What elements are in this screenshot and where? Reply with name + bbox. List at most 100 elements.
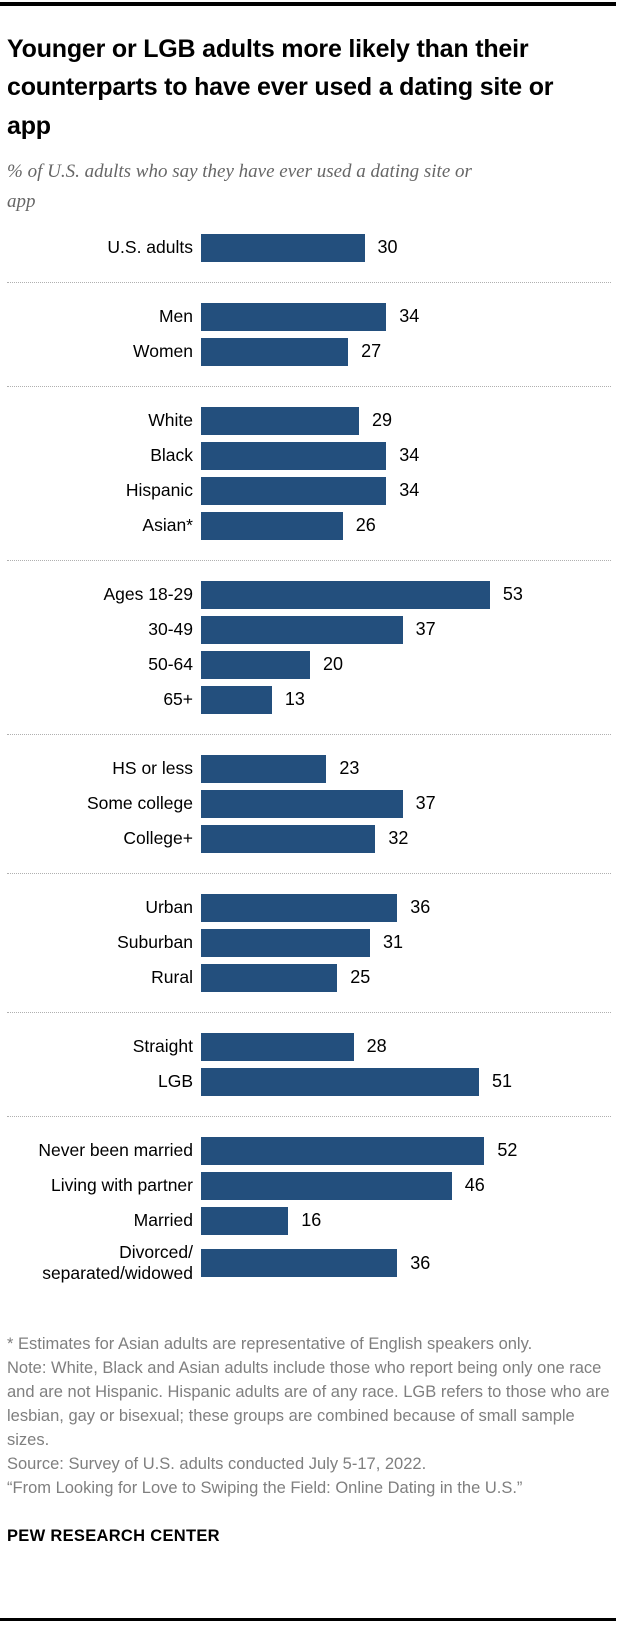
bar-row: Black 34 xyxy=(7,441,611,470)
bar xyxy=(201,337,349,366)
bar-track: 29 xyxy=(201,406,611,435)
bar-value-label: 53 xyxy=(502,584,523,605)
bar-category-label: College+ xyxy=(123,827,193,848)
bar-value-label: 46 xyxy=(464,1175,485,1196)
chart-section: Men 34 Women 27 xyxy=(7,281,611,386)
bar-row: Never been married 52 xyxy=(7,1136,611,1165)
bar-row: 50-64 20 xyxy=(7,650,611,679)
bar-row: White 29 xyxy=(7,406,611,435)
footnote-note: Note: White, Black and Asian adults incl… xyxy=(7,1359,610,1449)
bar-value-label: 34 xyxy=(399,445,420,466)
bar-row: 30-49 37 xyxy=(7,615,611,644)
bar-row: U.S. adults 30 xyxy=(7,233,611,262)
bottom-rule xyxy=(0,1618,616,1621)
bar-value-label: 30 xyxy=(377,237,398,258)
bar-value-label: 37 xyxy=(415,619,436,640)
bar-track: 46 xyxy=(201,1171,611,1200)
bar-value-label: 37 xyxy=(415,793,436,814)
chart-section: U.S. adults 30 xyxy=(7,233,611,282)
bar-category-label: Never been married xyxy=(38,1139,193,1160)
bar-track: 31 xyxy=(201,928,611,957)
bar-value-label: 28 xyxy=(366,1036,387,1057)
bar-category-label: Urban xyxy=(145,896,193,917)
bar-row: 65+ 13 xyxy=(7,685,611,714)
bar-value-label: 23 xyxy=(339,758,360,779)
bar xyxy=(201,441,387,470)
bar-category-label: U.S. adults xyxy=(107,236,193,257)
chart-section: Urban 36 Suburban 31 Rural 25 xyxy=(7,872,611,1012)
bar xyxy=(201,1171,452,1200)
bar-track: 34 xyxy=(201,441,611,470)
bar-track: 37 xyxy=(201,789,611,818)
bar-track: 16 xyxy=(201,1206,611,1235)
bar-category-label: 65+ xyxy=(163,688,193,709)
bar-track: 36 xyxy=(201,893,611,922)
bar-value-label: 32 xyxy=(388,828,409,849)
bar xyxy=(201,789,403,818)
bar-track: 37 xyxy=(201,615,611,644)
bar-row: Asian* 26 xyxy=(7,511,611,540)
bar-value-label: 36 xyxy=(410,1252,431,1273)
bar-row: HS or less 23 xyxy=(7,754,611,783)
bar-row: Living with partner 46 xyxy=(7,1171,611,1200)
bar-row: Men 34 xyxy=(7,302,611,331)
bar-value-label: 20 xyxy=(323,654,344,675)
chart-title: Younger or LGB adults more likely than t… xyxy=(7,35,554,140)
bar-row: Rural 25 xyxy=(7,963,611,992)
bar-row: Married 16 xyxy=(7,1206,611,1235)
chart-subtitle: % of U.S. adults who say they have ever … xyxy=(7,160,472,213)
footnote-source: Source: Survey of U.S. adults conducted … xyxy=(7,1454,427,1473)
bar xyxy=(201,1206,289,1235)
bar-category-label: LGB xyxy=(157,1070,193,1091)
bar-track: 13 xyxy=(201,685,611,714)
bar xyxy=(201,580,490,609)
chart-section: Straight 28 LGB 51 xyxy=(7,1011,611,1116)
bar-track: 27 xyxy=(201,337,611,366)
bar-category-label: Some college xyxy=(86,792,193,813)
chart-section: Ages 18-29 53 30-49 37 50-64 20 65+ 13 xyxy=(7,559,611,734)
bar xyxy=(201,754,327,783)
bar xyxy=(201,685,272,714)
bar-row: Women 27 xyxy=(7,337,611,366)
bar xyxy=(201,650,310,679)
bar-track: 52 xyxy=(201,1136,611,1165)
bar-category-label: Ages 18-29 xyxy=(103,583,193,604)
bar xyxy=(201,615,403,644)
bar-row: LGB 51 xyxy=(7,1067,611,1096)
bar-category-label: White xyxy=(148,409,193,430)
bar xyxy=(201,406,360,435)
bar-category-label: Married xyxy=(133,1209,193,1230)
bar-category-label: Suburban xyxy=(117,931,193,952)
bar xyxy=(201,233,365,262)
bar-chart: U.S. adults 30 Men 34 Women 27 White 29 Black 34 H… xyxy=(7,233,611,1306)
bar xyxy=(201,476,387,505)
bar xyxy=(201,893,398,922)
bar-value-label: 31 xyxy=(382,932,403,953)
footnote-report: “From Looking for Love to Swiping the Fi… xyxy=(7,1478,523,1497)
bar-row: College+ 32 xyxy=(7,824,611,853)
bar-category-label: Living with partner xyxy=(50,1174,193,1195)
bar xyxy=(201,511,343,540)
bar-value-label: 13 xyxy=(284,689,305,710)
bar-row: Urban 36 xyxy=(7,893,611,922)
bar-track: 32 xyxy=(201,824,611,853)
bar xyxy=(201,824,376,853)
bar-track: 34 xyxy=(201,302,611,331)
bar-row: Ages 18-29 53 xyxy=(7,580,611,609)
bar-category-label: Hispanic xyxy=(125,479,193,500)
bar-track: 34 xyxy=(201,476,611,505)
bar-value-label: 34 xyxy=(399,480,420,501)
bar-row: Straight 28 xyxy=(7,1032,611,1061)
bar-category-label: Asian* xyxy=(142,514,193,535)
bar-track: 20 xyxy=(201,650,611,679)
bar-track: 23 xyxy=(201,754,611,783)
bar-row: Divorced/ separated/widowed 36 xyxy=(7,1242,611,1286)
bar-row: Some college 37 xyxy=(7,789,611,818)
chart-section: Never been married 52 Living with partner 4… xyxy=(7,1115,611,1306)
footnotes: * Estimates for Asian adults are represe… xyxy=(7,1333,611,1500)
bar-track: 36 xyxy=(201,1249,611,1278)
bar-value-label: 27 xyxy=(361,341,382,362)
bar-track: 25 xyxy=(201,963,611,992)
chart-card: Younger or LGB adults more likely than t… xyxy=(0,30,620,1546)
bar xyxy=(201,963,338,992)
